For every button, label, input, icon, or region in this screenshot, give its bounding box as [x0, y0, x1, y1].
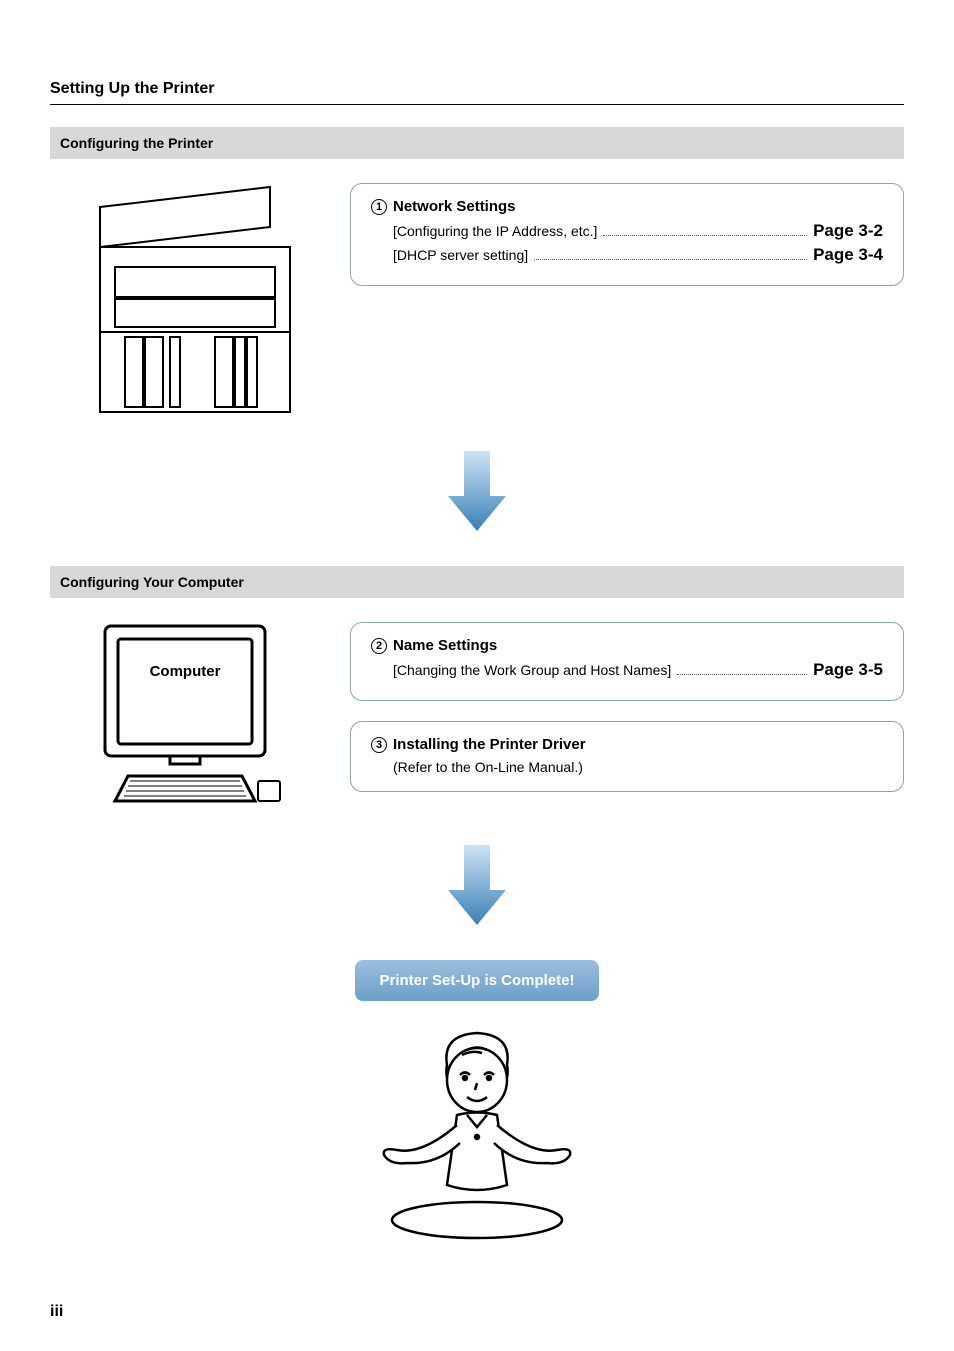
toc-label: [Configuring the IP Address, etc.]	[393, 223, 597, 239]
callout-note: (Refer to the On-Line Manual.)	[393, 759, 583, 775]
callout-name-settings: 2 Name Settings [Changing the Work Group…	[350, 622, 904, 701]
page: Setting Up the Printer Configuring the P…	[0, 0, 954, 1351]
callout-install-driver: 3 Installing the Printer Driver (Refer t…	[350, 721, 904, 792]
page-title: Setting Up the Printer	[50, 80, 904, 98]
callout-network-settings: 1 Network Settings [Configuring the IP A…	[350, 183, 904, 286]
computer-label: Computer	[150, 663, 221, 680]
person-illustration	[50, 1025, 904, 1245]
subheader-configuring-computer: Configuring Your Computer	[50, 566, 904, 598]
computer-illustration: Computer	[50, 616, 320, 816]
row-computer: Computer 2 Name Settings	[50, 616, 904, 816]
toc-line: [Changing the Work Group and Host Names]…	[393, 660, 883, 680]
row-printer: 1 Network Settings [Configuring the IP A…	[50, 177, 904, 422]
page-ref[interactable]: Page 3-4	[813, 245, 883, 265]
callout-title-text: Network Settings	[393, 198, 516, 215]
page-ref[interactable]: Page 3-5	[813, 660, 883, 680]
down-arrow-icon	[50, 446, 904, 536]
toc-line: [DHCP server setting] Page 3-4	[393, 245, 883, 265]
down-arrow-icon	[50, 840, 904, 930]
subheader-configuring-printer: Configuring the Printer	[50, 127, 904, 159]
toc-line: [Configuring the IP Address, etc.] Page …	[393, 221, 883, 241]
divider	[50, 104, 904, 105]
dot-leader	[534, 259, 807, 260]
callout-title-text: Name Settings	[393, 637, 497, 654]
complete-badge: Printer Set-Up is Complete!	[355, 960, 598, 1001]
dot-leader	[677, 674, 807, 675]
printer-illustration	[50, 177, 320, 422]
step-number-2: 2	[371, 638, 387, 654]
toc-label: [DHCP server setting]	[393, 247, 528, 263]
page-number: iii	[50, 1303, 63, 1321]
dot-leader	[603, 235, 807, 236]
toc-label: [Changing the Work Group and Host Names]	[393, 662, 671, 678]
step-number-1: 1	[371, 199, 387, 215]
page-ref[interactable]: Page 3-2	[813, 221, 883, 241]
step-number-3: 3	[371, 737, 387, 753]
callout-title-text: Installing the Printer Driver	[393, 736, 586, 753]
